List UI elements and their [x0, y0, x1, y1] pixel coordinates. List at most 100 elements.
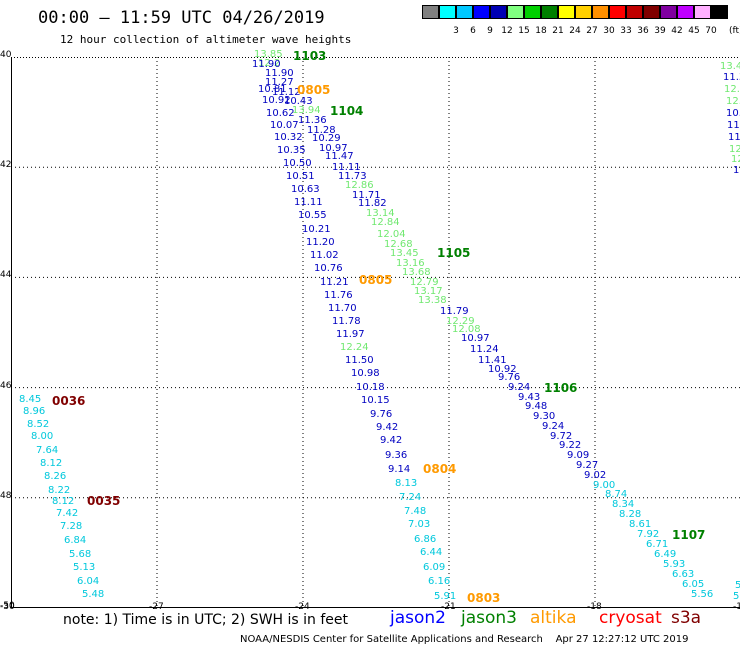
wave-height-value: 6.63 [672, 569, 695, 580]
color-swatch [643, 5, 660, 19]
wave-height-value: 7.48 [404, 506, 427, 517]
color-swatch [660, 5, 677, 19]
color-swatch [609, 5, 626, 19]
wave-height-value: 10.55 [298, 210, 327, 221]
wave-height-value: 10.63 [291, 184, 320, 195]
color-label: 36 [637, 26, 649, 36]
wave-height-value: 12.08 [452, 324, 481, 335]
wave-height-value: 13.38 [418, 295, 447, 306]
wave-height-value: 9.36 [385, 450, 408, 461]
wave-height-value: 10.29 [312, 133, 341, 144]
wave-height-value: 5.68 [69, 549, 92, 560]
wave-height-value: 10.18 [356, 382, 385, 393]
wave-height-value: 12. [726, 96, 740, 107]
color-swatch [575, 5, 592, 19]
wave-height-value: 7.42 [56, 508, 79, 519]
color-label: 39 [654, 26, 666, 36]
wave-height-value: 9.72 [550, 431, 573, 442]
pass-time-label: 1104 [330, 104, 364, 118]
color-label: 24 [569, 26, 581, 36]
color-swatch [507, 5, 524, 19]
wave-height-value: 5.56 [691, 589, 714, 600]
wave-height-value: 12.86 [345, 180, 374, 191]
wave-height-value: 11.47 [325, 151, 354, 162]
wave-height-value: 12.2 [258, 58, 281, 69]
pass-time-label: 1106 [544, 381, 578, 395]
wave-height-value: 13.45 [390, 248, 419, 259]
wave-height-value: 8.52 [27, 419, 50, 430]
wave-height-value: 10.35 [277, 145, 306, 156]
wave-height-value: 10.98 [351, 368, 380, 379]
lon-tick-label: -24 [295, 602, 310, 612]
color-label: 30 [603, 26, 615, 36]
wave-height-value: 9.42 [376, 422, 399, 433]
wave-height-value: 11.11 [332, 162, 361, 173]
wave-height-value: 11.02 [310, 250, 339, 261]
color-label: 21 [552, 26, 564, 36]
lon-tick-label: -18 [587, 602, 602, 612]
wave-height-value: 11.3 [723, 72, 740, 83]
wave-height-value: 10.97 [461, 333, 490, 344]
wave-height-value: 10. [726, 108, 740, 119]
wave-height-value: 11.97 [336, 329, 365, 340]
wave-height-value: 8.00 [31, 431, 54, 442]
color-swatch [456, 5, 473, 19]
color-label: 9 [487, 26, 493, 36]
color-swatch [541, 5, 558, 19]
color-swatch [711, 5, 728, 19]
wave-height-value: 12.04 [377, 229, 406, 240]
color-swatch [473, 5, 490, 19]
wave-height-value: 9.30 [533, 411, 556, 422]
satellite-name: cryosat [599, 608, 662, 628]
wave-height-value: 10.50 [283, 158, 312, 169]
wave-height-value: 12.24 [340, 342, 369, 353]
wave-height-value: 10.81 [258, 84, 287, 95]
color-swatch [677, 5, 694, 19]
color-label: 15 [518, 26, 530, 36]
wave-height-value: 7.24 [399, 492, 422, 503]
wave-height-value: 13.17 [414, 286, 443, 297]
lat-tick-label: 42 [0, 160, 12, 171]
wave-height-value: 6.09 [423, 562, 446, 573]
wave-height-value: 11.90 [265, 68, 294, 79]
color-label: 12 [501, 26, 513, 36]
wave-height-value: 11.11 [294, 197, 323, 208]
wave-height-value: 11.70 [328, 303, 357, 314]
pass-time-label: 1105 [437, 246, 471, 260]
wave-height-value: 8.34 [612, 499, 635, 510]
wave-height-value: 8.26 [44, 471, 67, 482]
wave-height-value: 6.86 [414, 534, 437, 545]
color-swatch [439, 5, 456, 19]
wave-height-value: 12.79 [410, 277, 439, 288]
wave-height-value: 6.84 [64, 535, 87, 546]
wave-height-value: 13.85 [254, 49, 283, 60]
wave-height-value: 11.76 [324, 290, 353, 301]
map-subtitle: 12 hour collection of altimeter wave hei… [60, 33, 352, 46]
satellite-name: altika [530, 608, 577, 628]
wave-height-value: 11. [727, 120, 740, 131]
lon-tick-label: -21 [441, 602, 456, 612]
wave-height-value: 7.28 [60, 521, 83, 532]
wave-height-value: 9.14 [388, 464, 411, 475]
wave-height-value: 7.64 [36, 445, 59, 456]
wave-height-value: 12.4 [724, 84, 740, 95]
color-swatch [422, 5, 439, 19]
wave-height-value: 13.14 [366, 208, 395, 219]
wave-height-value: 8.61 [629, 519, 652, 530]
wave-height-value: 11.71 [352, 190, 381, 201]
wave-height-value: 10.43 [284, 96, 313, 107]
wave-height-value: 12. [729, 144, 740, 155]
wave-height-value: 11.12 [272, 87, 301, 98]
wave-height-value: 6.16 [428, 576, 451, 587]
footer-note: note: 1) Time is in UTC; 2) SWH is in fe… [63, 612, 349, 628]
wave-height-value: 5.48 [82, 589, 105, 600]
wave-height-value: 1 [733, 165, 740, 176]
wave-height-value: 10.15 [361, 395, 390, 406]
wave-height-value: 9.76 [498, 372, 521, 383]
wave-height-value: 12.84 [371, 217, 400, 228]
wave-height-value: 8.45 [19, 394, 42, 405]
pass-time-label: 0805 [297, 83, 331, 97]
wave-height-value: 9.76 [370, 409, 393, 420]
wave-height-value: 6.49 [654, 549, 677, 560]
wave-height-value: 8.13 [395, 478, 418, 489]
